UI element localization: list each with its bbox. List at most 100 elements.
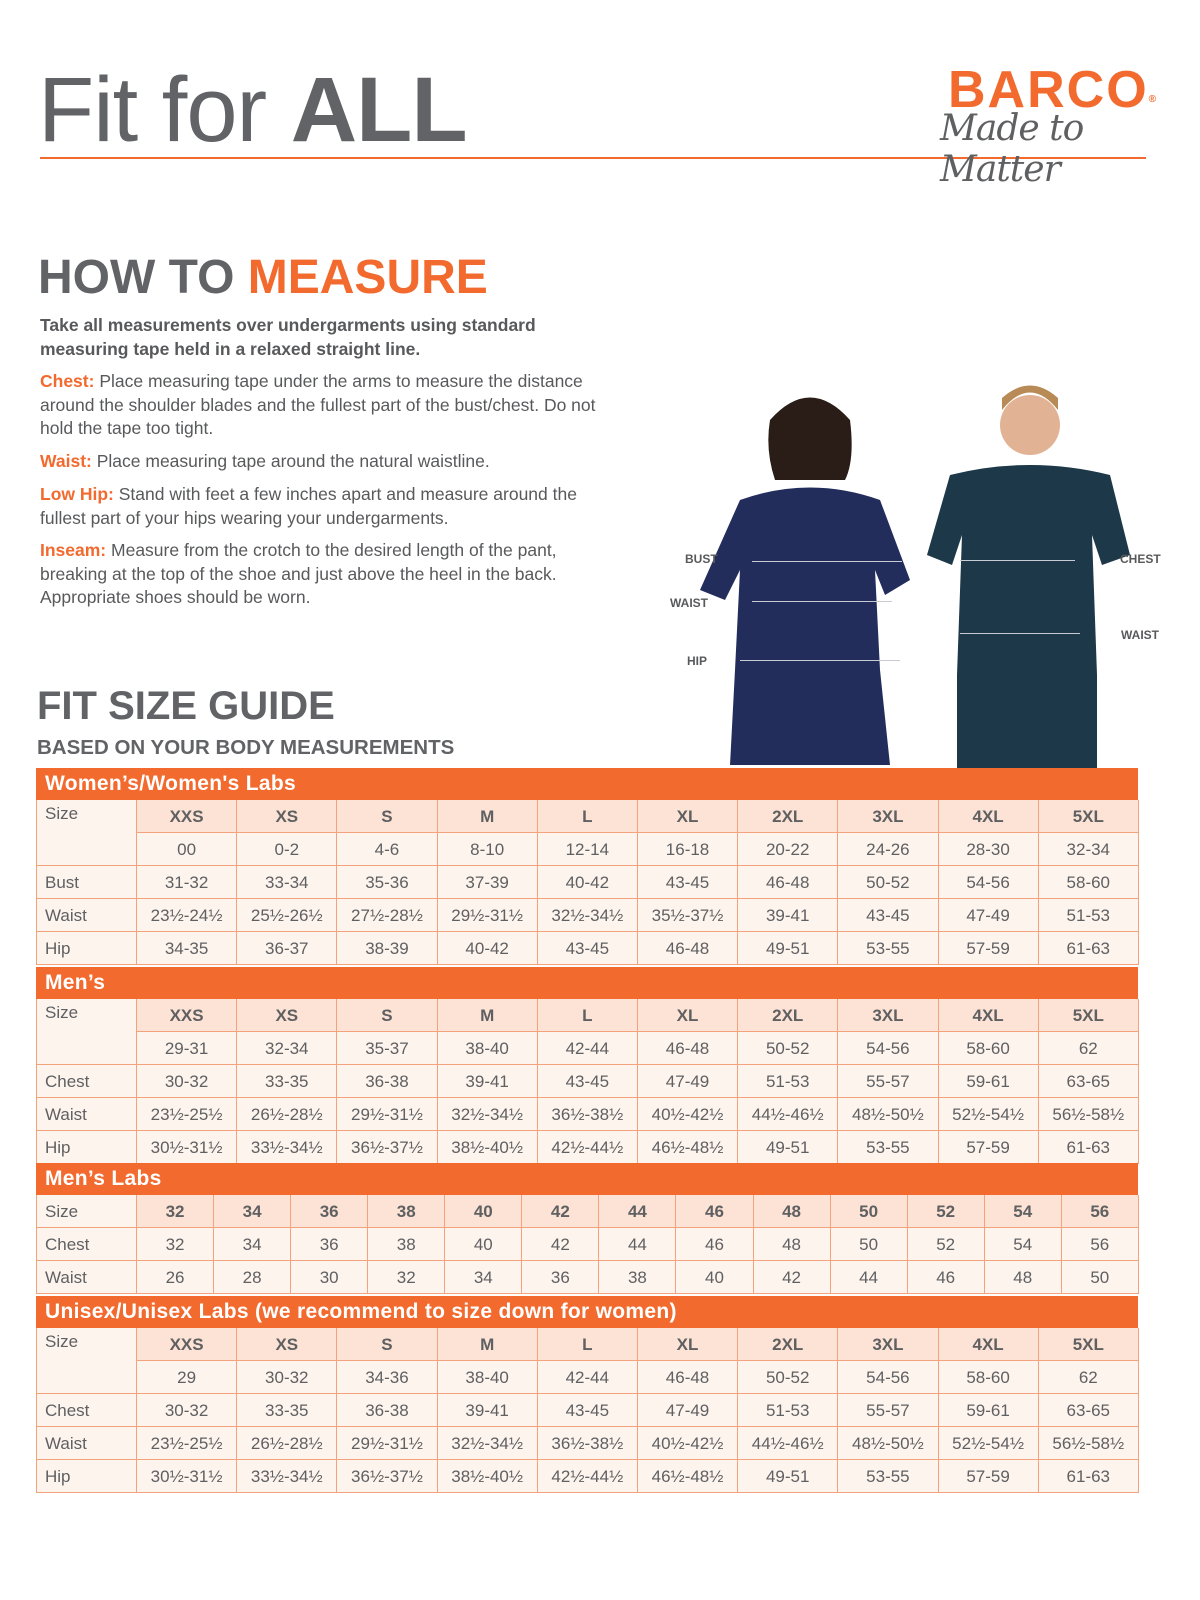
table-cell: 30-32 bbox=[137, 1065, 238, 1098]
table-cell: 49-51 bbox=[738, 1131, 839, 1164]
table-cell: 33½-34½ bbox=[237, 1131, 338, 1164]
size-header: XS bbox=[237, 999, 338, 1032]
table-title: Unisex/Unisex Labs (we recommend to size… bbox=[36, 1296, 1138, 1328]
size-header: XL bbox=[637, 1328, 739, 1361]
table-cell: 46½-48½ bbox=[637, 1460, 739, 1493]
size-header: 3XL bbox=[838, 1328, 939, 1361]
table-cell: 63-65 bbox=[1038, 1065, 1139, 1098]
table-cell: 29½-31½ bbox=[337, 1427, 438, 1460]
size-header: 50 bbox=[830, 1195, 908, 1228]
row-label: Waist bbox=[37, 1261, 137, 1294]
numeric-size: 62 bbox=[1038, 1032, 1139, 1065]
table-title: Men’s Labs bbox=[36, 1163, 1138, 1195]
table-cell: 42 bbox=[753, 1261, 831, 1294]
page-title: Fit for ALL bbox=[38, 59, 468, 161]
numeric-size: 4-6 bbox=[337, 833, 438, 866]
table-cell: 61-63 bbox=[1038, 1460, 1139, 1493]
table-cell: 29½-31½ bbox=[437, 899, 538, 932]
table-cell: 56½-58½ bbox=[1038, 1098, 1139, 1131]
table-cell: 47-49 bbox=[637, 1394, 739, 1427]
waist-measure-line-women bbox=[752, 601, 892, 602]
size-header: M bbox=[437, 800, 538, 833]
chest-measure-line bbox=[960, 560, 1075, 561]
table-cell: 43-45 bbox=[838, 899, 939, 932]
table-cell: 36-38 bbox=[337, 1065, 438, 1098]
row-label: Size bbox=[37, 1195, 137, 1228]
table-cell: 32 bbox=[137, 1228, 215, 1261]
table-cell: 37-39 bbox=[437, 866, 538, 899]
numeric-size: 8-10 bbox=[437, 833, 538, 866]
label-bust: BUST bbox=[685, 552, 718, 566]
size-header: XL bbox=[637, 800, 739, 833]
table-cell: 46½-48½ bbox=[637, 1131, 739, 1164]
numeric-size: 20-22 bbox=[738, 833, 839, 866]
row-label: Size bbox=[37, 1328, 137, 1394]
table-cell: 42½-44½ bbox=[537, 1131, 638, 1164]
section-title-how-to-measure: HOW TO MEASURE bbox=[38, 251, 488, 304]
table-cell: 44½-46½ bbox=[738, 1098, 839, 1131]
table-cell: 38½-40½ bbox=[437, 1460, 538, 1493]
table-cell: 42½-44½ bbox=[537, 1460, 638, 1493]
table-cell: 46 bbox=[676, 1228, 754, 1261]
table-cell: 35-36 bbox=[337, 866, 438, 899]
size-header: 34 bbox=[214, 1195, 292, 1228]
size-table: Women’s/Women's Labs Size XXS XS S M L XL 2XL 3XL… bbox=[36, 768, 1139, 965]
table-cell: 46 bbox=[907, 1261, 985, 1294]
table-cell: 47-49 bbox=[637, 1065, 739, 1098]
size-header: XL bbox=[637, 999, 739, 1032]
table-cell: 36-37 bbox=[237, 932, 338, 965]
numeric-size: 62 bbox=[1038, 1361, 1139, 1394]
table-cell: 55-57 bbox=[838, 1065, 939, 1098]
size-header: L bbox=[537, 800, 638, 833]
table-cell: 58-60 bbox=[1038, 866, 1139, 899]
size-header: 3XL bbox=[838, 999, 939, 1032]
size-header: XXS bbox=[137, 800, 238, 833]
table-cell: 34-35 bbox=[137, 932, 238, 965]
row-label: Waist bbox=[37, 1098, 137, 1131]
table-cell: 54-56 bbox=[938, 866, 1039, 899]
table-cell: 36½-38½ bbox=[537, 1098, 638, 1131]
size-header: 42 bbox=[522, 1195, 600, 1228]
table-cell: 35½-37½ bbox=[637, 899, 739, 932]
table-cell: 43-45 bbox=[537, 1065, 638, 1098]
size-header: S bbox=[337, 1328, 438, 1361]
table-cell: 38 bbox=[368, 1228, 446, 1261]
size-header: S bbox=[337, 800, 438, 833]
size-header: XS bbox=[237, 1328, 338, 1361]
table-cell: 30-32 bbox=[137, 1394, 238, 1427]
table-cell: 30 bbox=[291, 1261, 369, 1294]
bust-measure-line bbox=[752, 561, 902, 562]
numeric-size: 50-52 bbox=[738, 1032, 839, 1065]
size-header: 46 bbox=[676, 1195, 754, 1228]
size-header: M bbox=[437, 999, 538, 1032]
size-header: 52 bbox=[907, 1195, 985, 1228]
numeric-size: 30-32 bbox=[237, 1361, 338, 1394]
numeric-size: 42-44 bbox=[537, 1032, 638, 1065]
size-header: XS bbox=[237, 800, 338, 833]
table-cell: 42 bbox=[522, 1228, 600, 1261]
numeric-size: 29-31 bbox=[137, 1032, 238, 1065]
table-cell: 59-61 bbox=[938, 1394, 1039, 1427]
numeric-size: 00 bbox=[137, 833, 238, 866]
size-header: 5XL bbox=[1038, 800, 1139, 833]
row-label: Size bbox=[37, 999, 137, 1065]
table-cell: 50-52 bbox=[838, 866, 939, 899]
numeric-size: 0-2 bbox=[237, 833, 338, 866]
table-cell: 30½-31½ bbox=[137, 1131, 238, 1164]
numeric-size: 58-60 bbox=[938, 1032, 1039, 1065]
numeric-size: 58-60 bbox=[938, 1361, 1039, 1394]
table-cell: 40 bbox=[676, 1261, 754, 1294]
size-header: 48 bbox=[753, 1195, 831, 1228]
table-cell: 26½-28½ bbox=[237, 1427, 338, 1460]
row-label: Hip bbox=[37, 932, 137, 965]
section-subtitle: BASED ON YOUR BODY MEASUREMENTS bbox=[37, 736, 455, 759]
instruction-inseam: Inseam: Measure from the crotch to the d… bbox=[40, 540, 557, 607]
row-label: Chest bbox=[37, 1228, 137, 1261]
table-cell: 40-42 bbox=[537, 866, 638, 899]
table-cell: 33-35 bbox=[237, 1394, 338, 1427]
table-cell: 54 bbox=[984, 1228, 1062, 1261]
table-cell: 38-39 bbox=[337, 932, 438, 965]
size-header: 32 bbox=[137, 1195, 215, 1228]
table-cell: 46-48 bbox=[738, 866, 839, 899]
numeric-size: 46-48 bbox=[637, 1361, 739, 1394]
